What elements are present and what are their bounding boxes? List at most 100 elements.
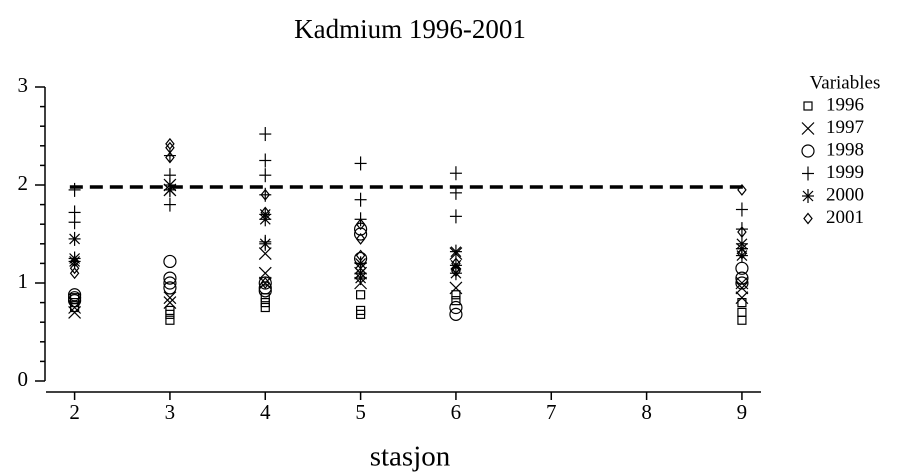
marker	[68, 305, 82, 319]
marker	[67, 291, 82, 305]
marker	[165, 151, 175, 164]
marker	[737, 226, 747, 239]
marker-shape	[260, 277, 271, 289]
marker	[451, 262, 461, 275]
legend-marker	[801, 122, 815, 135]
x-tick-label: 5	[355, 400, 366, 424]
marker-stroke	[735, 291, 749, 305]
marker	[258, 284, 272, 298]
marker	[68, 182, 81, 197]
marker-stroke	[801, 122, 815, 135]
marker	[735, 271, 749, 285]
marker-shape	[163, 281, 177, 295]
legend-title: Variables	[810, 72, 881, 93]
marker-shape	[163, 271, 177, 285]
chart-title: Kadmium 1996-2001	[294, 14, 526, 44]
marker	[354, 192, 367, 207]
marker-stroke	[68, 301, 82, 314]
marker-shape	[735, 271, 749, 285]
marker	[735, 222, 748, 237]
legend-marker	[802, 189, 814, 203]
marker	[735, 248, 748, 263]
marker	[259, 212, 272, 227]
marker-shape	[258, 281, 272, 295]
marker	[258, 276, 272, 290]
marker	[735, 281, 749, 295]
marker-shape	[451, 257, 461, 270]
marker	[449, 300, 463, 315]
marker	[735, 202, 748, 217]
x-tick-label: 8	[641, 400, 652, 424]
marker-shape	[451, 265, 461, 278]
marker	[735, 276, 749, 290]
marker-shape	[449, 300, 463, 315]
marker	[68, 231, 81, 246]
marker-shape	[67, 288, 82, 302]
marker-shape	[258, 284, 272, 298]
marker-shape	[69, 262, 80, 275]
marker	[260, 188, 271, 201]
marker-stroke	[258, 247, 272, 261]
marker-stroke	[163, 296, 177, 310]
marker	[260, 206, 271, 219]
legend-label: 1998	[826, 139, 864, 160]
marker-shape	[803, 101, 813, 111]
marker-stroke	[735, 281, 749, 295]
marker-shape	[737, 298, 747, 308]
marker	[260, 302, 270, 313]
marker	[67, 294, 82, 308]
marker	[69, 262, 80, 275]
marker	[69, 267, 80, 280]
marker-shape	[737, 226, 747, 239]
legend-marker	[803, 212, 813, 225]
marker	[163, 291, 177, 305]
marker	[259, 127, 272, 142]
marker-shape	[355, 249, 366, 262]
x-tick-label: 7	[546, 400, 557, 424]
marker	[69, 255, 80, 268]
marker	[737, 307, 747, 317]
marker-stroke	[258, 266, 272, 280]
marker-shape	[165, 137, 175, 150]
x-tick-label: 2	[69, 400, 80, 424]
marker	[737, 183, 747, 196]
marker	[258, 266, 272, 280]
marker-shape	[260, 188, 271, 201]
marker	[449, 166, 462, 181]
marker	[258, 281, 272, 295]
marker	[165, 305, 175, 316]
marker-shape	[737, 183, 747, 196]
y-tick-label: 2	[18, 171, 29, 195]
marker	[451, 296, 461, 306]
marker-stroke	[69, 233, 81, 245]
marker	[163, 296, 177, 310]
x-tick-label: 9	[737, 400, 748, 424]
marker-shape	[165, 305, 175, 316]
marker-shape	[737, 315, 747, 325]
marker	[355, 218, 366, 231]
marker	[737, 315, 747, 325]
marker-shape	[801, 144, 815, 158]
marker	[163, 148, 176, 163]
marker-shape	[163, 254, 177, 269]
marker-shape	[356, 305, 366, 316]
y-tick-label: 1	[18, 269, 29, 293]
marker	[737, 298, 747, 308]
marker	[356, 305, 366, 316]
marker-shape	[258, 276, 272, 290]
marker	[451, 290, 461, 300]
x-axis-label: stasjon	[370, 441, 451, 473]
marker	[449, 185, 462, 200]
y-tick-label: 3	[18, 73, 29, 97]
marker-shape	[165, 151, 175, 164]
marker-shape	[163, 276, 177, 290]
marker-shape	[449, 307, 463, 321]
marker-stroke	[164, 184, 176, 196]
marker-stroke	[68, 305, 82, 319]
marker	[68, 301, 82, 314]
marker-stroke	[355, 257, 367, 269]
marker-shape	[354, 227, 368, 241]
marker	[67, 288, 82, 302]
marker-stroke	[802, 190, 814, 202]
